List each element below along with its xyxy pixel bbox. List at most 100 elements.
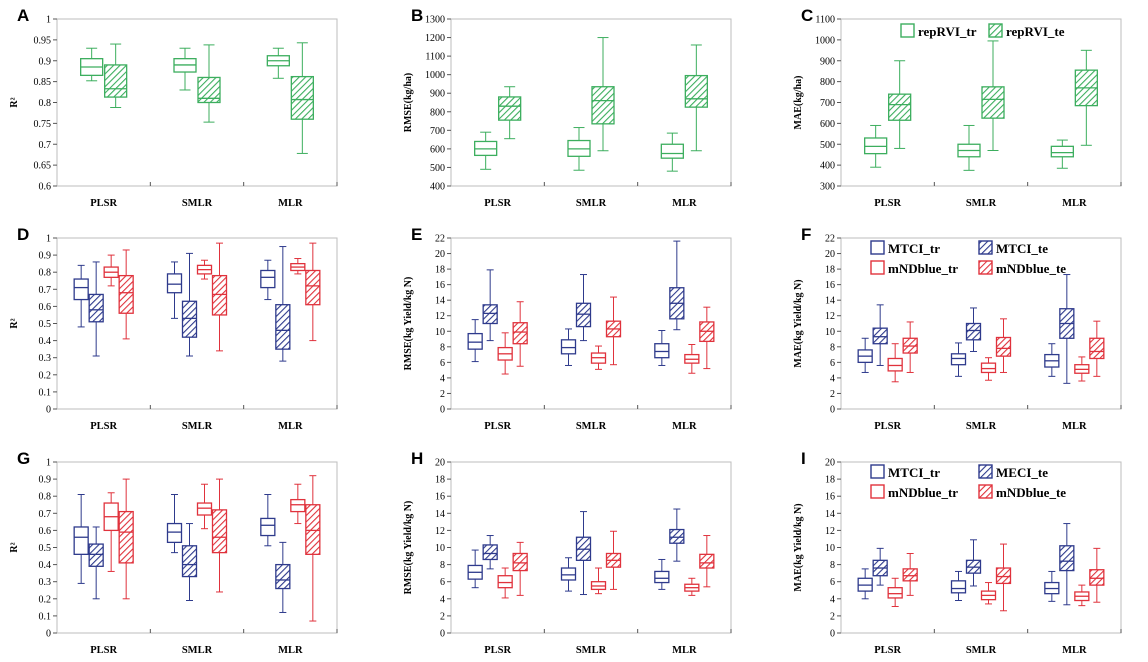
iqr-box [73,278,89,301]
category-label: SMLR [182,645,213,656]
box-MTCI_te-SMLR [965,307,982,352]
box-MTCI_tr-PLSR [73,493,89,584]
legend-label: repRVI_tr [918,24,977,39]
legend-label: MTCI_tr [888,241,940,256]
box-MTCI_tr-MLR [654,329,670,366]
panel-label: A [17,6,29,25]
y-tick-label: 0.8 [39,268,52,279]
box-mNDblue_tr-MLR [684,343,700,374]
y-tick-label: 4 [830,594,835,605]
y-tick-label: 8 [440,560,445,571]
box-mNDblue_tr-SMLR [980,357,997,381]
iqr-box [196,502,213,516]
category-label: SMLR [182,198,213,209]
box-repRVI_tr-PLSR [474,131,498,170]
y-tick-label: 500 [820,140,835,151]
y-tick-label: 10 [825,543,835,554]
y-tick-label: 0.95 [34,35,52,46]
category-label: MLR [278,421,303,432]
box-repRVI_te-PLSR [104,43,128,109]
y-tick-label: 1 [46,458,51,469]
box-repRVI_te-MLR [290,42,314,154]
box-MTCI_tr-PLSR [857,568,873,600]
category-label: MLR [672,421,697,432]
y-tick-label: 2 [440,611,445,622]
box-MTCI_tr-MLR [260,259,276,301]
iqr-box [497,575,513,589]
box-MTCI_tr-PLSR [467,319,483,363]
y-tick-label: 0.6 [39,302,52,313]
y-tick-label: 1000 [425,70,445,81]
box-repRVI_te-MLR [1074,49,1098,146]
iqr-box [482,544,498,561]
box-mNDblue_tr-PLSR [497,332,513,375]
y-tick-label: 0 [440,405,445,416]
box-mNDblue_te-SMLR [605,530,622,590]
y-tick-label: 0.4 [39,560,52,571]
iqr-box [654,343,670,359]
y-tick-label: 0.6 [39,526,52,537]
iqr-box [211,274,228,316]
box-MTCI_tr-MLR [260,493,276,547]
category-label: PLSR [90,645,117,656]
plot-frame [450,18,732,187]
y-tick-label: 900 [430,89,445,100]
y-tick-label: 300 [820,182,835,193]
iqr-box [560,567,577,581]
y-tick-label: 18 [435,265,445,276]
y-tick-label: 400 [820,161,835,172]
iqr-box [260,517,276,537]
iqr-box [88,293,104,323]
y-tick-label: 0 [46,405,51,416]
iqr-box [512,322,528,345]
iqr-box [591,86,615,125]
box-MTCI_tr-SMLR [950,342,967,377]
box-mNDblue_te-PLSR [902,552,918,596]
box-MECI_te-MLR [669,508,685,562]
box-mNDblue_tr-SMLR [980,582,997,605]
iqr-box [181,300,198,338]
iqr-box [211,509,228,554]
category-label: SMLR [966,421,997,432]
iqr-box [669,528,685,544]
box-mNDblue_tr-PLSR [887,577,903,607]
y-tick-label: 0 [830,629,835,640]
iqr-box [118,274,134,314]
box-repRVI_tr-SMLR [173,47,197,91]
y-tick-label: 8 [830,342,835,353]
box-mNDblue_tr-MLR [1074,584,1090,607]
box-MTCI_tr-PLSR [857,337,873,373]
iqr-box [660,143,684,159]
box-mNDblue_te-MLR [699,306,715,370]
y-tick-label: 20 [825,249,835,260]
y-tick-label: 2 [440,389,445,400]
y-tick-label: 700 [430,126,445,137]
iqr-box [118,510,134,564]
y-tick-label: 1300 [425,15,445,26]
box-repRVI_tr-MLR [1050,139,1074,169]
box-MTCI_te-PLSR [872,304,888,366]
y-tick-label: 8 [440,342,445,353]
y-tick-label: 16 [825,492,835,503]
box-repRVI_tr-SMLR [567,127,591,171]
category-label: PLSR [484,421,511,432]
iqr-box [872,327,888,345]
box-mNDblue_te-SMLR [211,242,228,352]
y-tick-label: 0.3 [39,353,52,364]
y-axis-title: MAE(kg Yield/kg N) [793,503,804,591]
iqr-box [305,269,321,306]
y-tick-label: 2 [830,611,835,622]
y-tick-label: 14 [825,296,835,307]
y-tick-label: 10 [435,543,445,554]
iqr-box [995,336,1012,357]
box-MECI_te-PLSR [88,526,104,600]
category-label: SMLR [182,421,213,432]
box-MTCI_tr-SMLR [950,570,967,602]
y-tick-label: 700 [820,98,835,109]
category-label: MLR [1062,421,1087,432]
y-tick-label: 4 [440,594,445,605]
y-tick-label: 1200 [425,33,445,44]
iqr-box [512,552,528,572]
legend-swatch [978,484,993,499]
box-repRVI_te-PLSR [888,60,912,149]
